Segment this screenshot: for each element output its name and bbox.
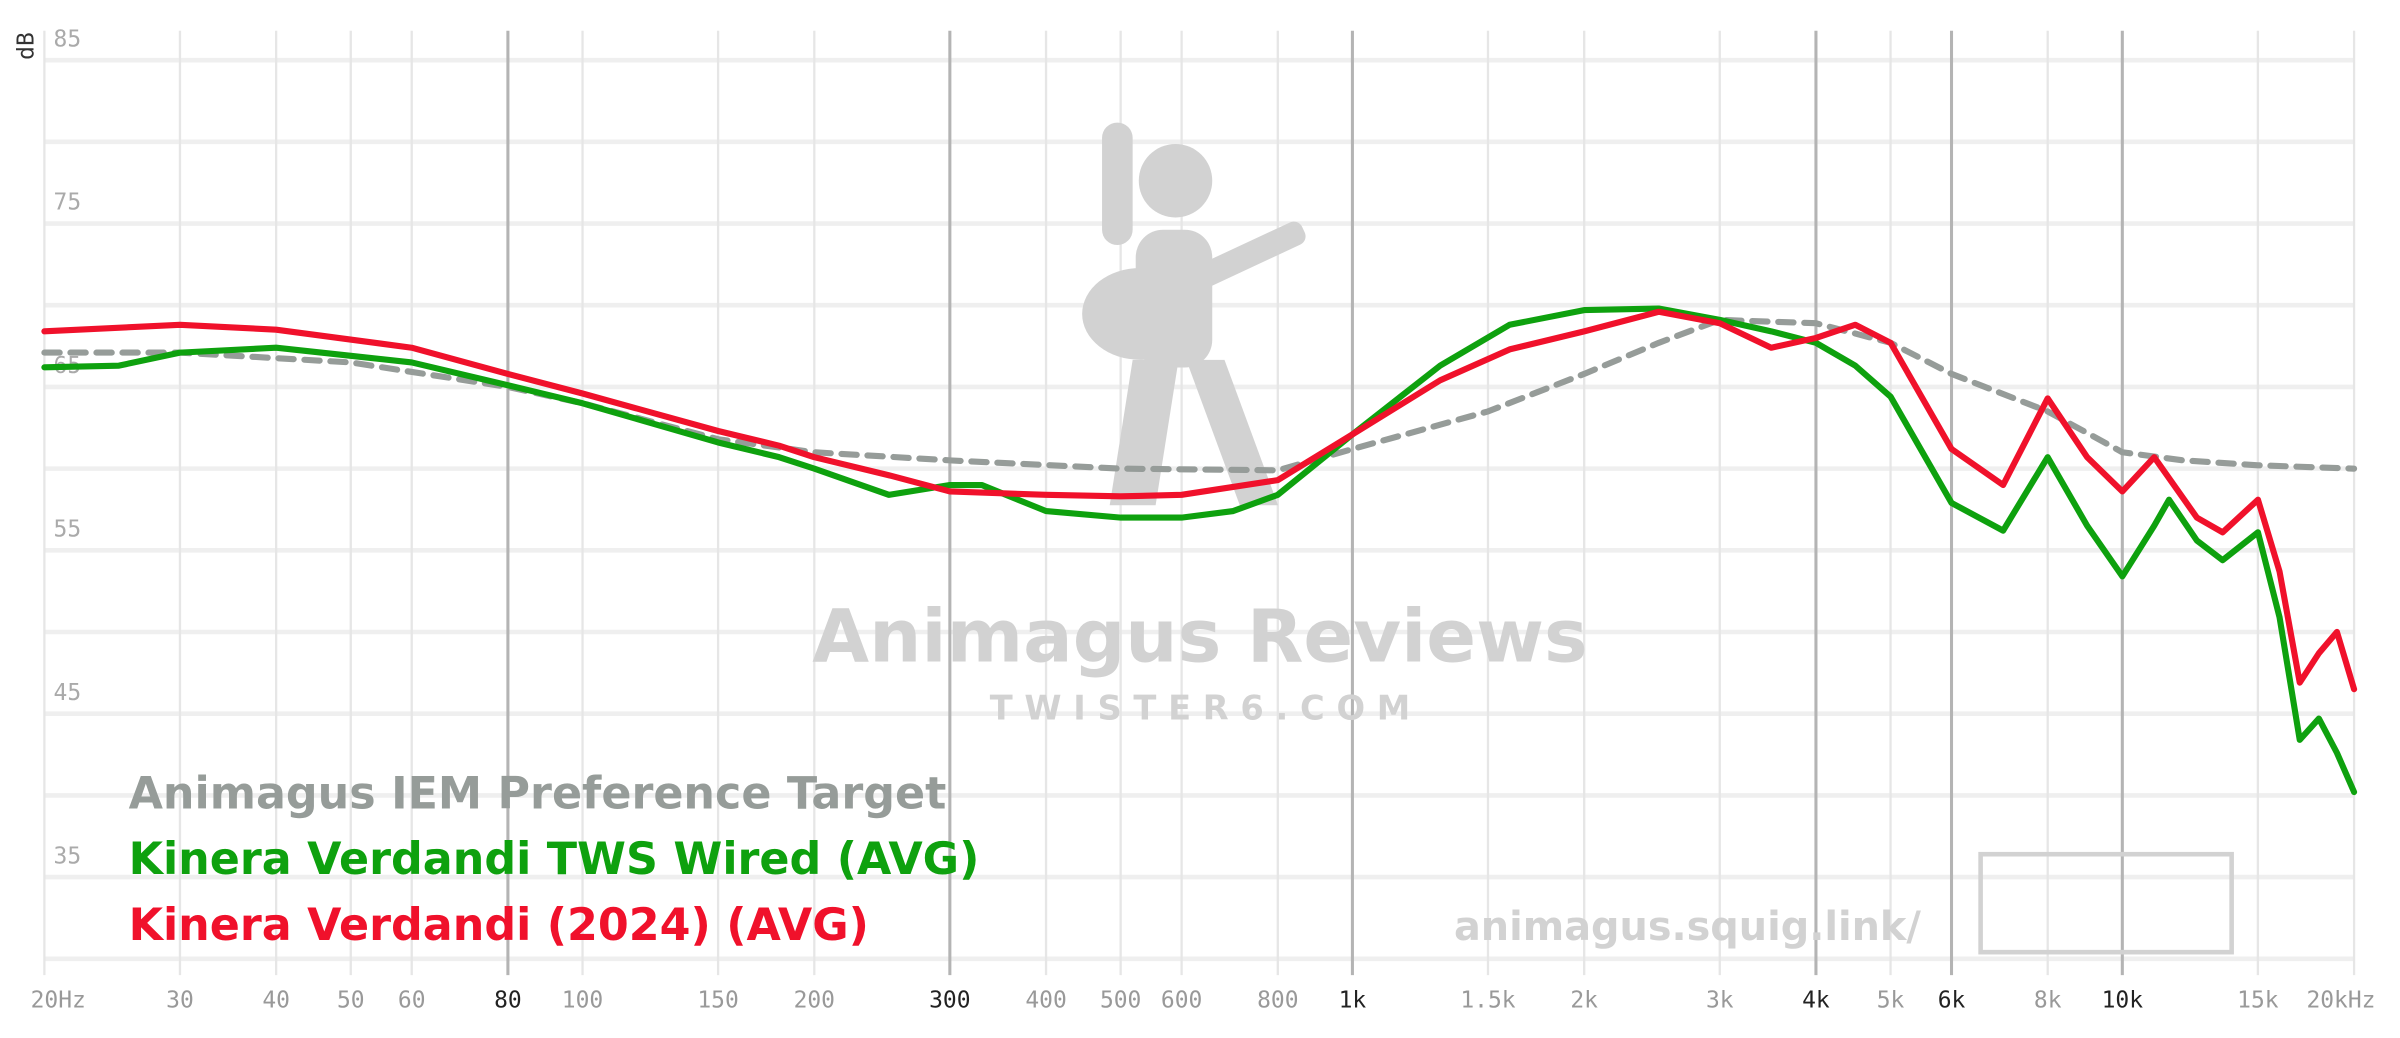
- y-tick-label: 85: [54, 26, 82, 52]
- x-tick-label: 10k: [2102, 987, 2144, 1013]
- y-tick-label: 35: [54, 843, 82, 869]
- x-tick-label: 20kHz: [2306, 987, 2375, 1013]
- logo-head: [1138, 144, 1213, 218]
- x-tick-label: 6k: [1938, 987, 1966, 1013]
- x-tick-label: 3k: [1706, 987, 1734, 1013]
- lines: [41, 305, 2358, 796]
- series-line: [41, 316, 2358, 474]
- x-tick-label: 60: [398, 987, 426, 1013]
- x-tick-label: 600: [1161, 987, 1202, 1013]
- watermark-url: animagus.squig.link/: [1454, 904, 1921, 950]
- logo-guitar: [1082, 267, 1199, 360]
- watermark-title: Animagus Reviews: [812, 594, 1587, 679]
- x-tick-label: 1k: [1339, 987, 1367, 1013]
- x-tick-label: 5k: [1877, 987, 1905, 1013]
- watermark-subtitle: T W I S T E R 6 . C O M: [990, 689, 1411, 728]
- x-tick-label: 4k: [1802, 987, 1830, 1013]
- series-line: [41, 308, 2358, 693]
- y-axis-label: dB: [14, 32, 40, 60]
- x-tick-label: 40: [262, 987, 290, 1013]
- x-tick-label: 50: [337, 987, 365, 1013]
- logo-arm: [1102, 122, 1133, 246]
- series-line: [41, 305, 2358, 796]
- watermark: Animagus Reviews T W I S T E R 6 . C O M…: [812, 122, 2234, 955]
- x-tick-label: 100: [562, 987, 603, 1013]
- legend-entry: Kinera Verdandi TWS Wired (AVG): [129, 834, 980, 885]
- y-tick-label: 45: [54, 680, 82, 706]
- x-tick-label: 15k: [2237, 987, 2279, 1013]
- legend-entry: Animagus IEM Preference Target: [129, 768, 947, 819]
- x-tick-label: 1.5k: [1460, 987, 1515, 1013]
- x-tick-label: 500: [1100, 987, 1141, 1013]
- logo-neck: [1176, 221, 1306, 296]
- x-tick-label: 800: [1257, 987, 1298, 1013]
- legend: Animagus IEM Preference Target Kinera Ver…: [129, 768, 980, 951]
- x-tick-label: 20Hz: [31, 987, 86, 1013]
- x-tick-label: 80: [494, 987, 522, 1013]
- x-tick-label: 200: [794, 987, 835, 1013]
- x-tick-label: 300: [929, 987, 970, 1013]
- x-tick-label: 150: [697, 987, 738, 1013]
- x-tick-label: 30: [166, 987, 194, 1013]
- legend-entry: Kinera Verdandi (2024) (AVG): [129, 900, 869, 951]
- x-tick-label: 400: [1025, 987, 1066, 1013]
- y-tick-label: 75: [54, 190, 82, 216]
- x-tick-label: 2k: [1570, 987, 1598, 1013]
- y-tick-label: 55: [54, 517, 82, 543]
- x-tick-label: 8k: [2034, 987, 2062, 1013]
- watermark-box: [1978, 851, 2234, 955]
